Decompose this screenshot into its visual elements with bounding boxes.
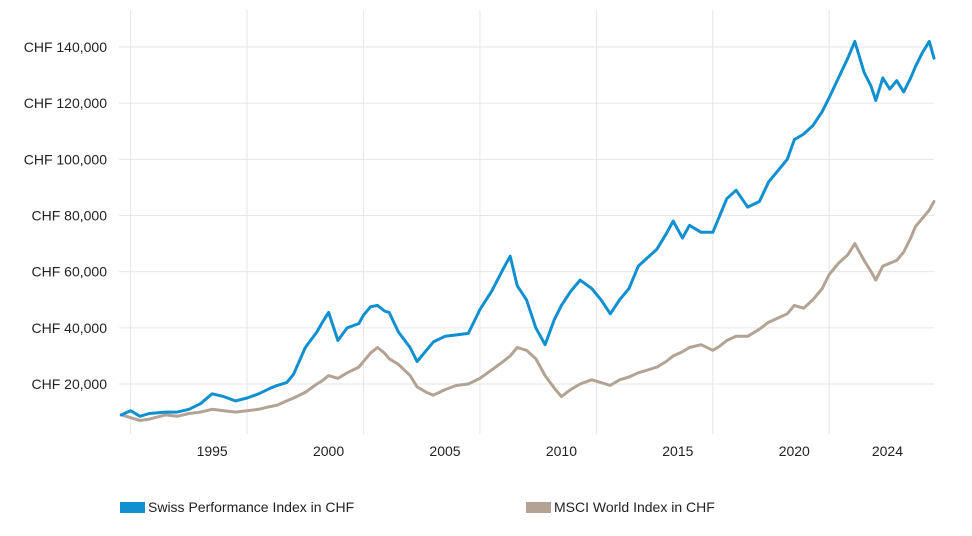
grid-lines xyxy=(119,10,934,434)
y-tick-label: CHF 60,000 xyxy=(32,264,108,280)
legend-swatch-msci-world-index xyxy=(526,501,551,513)
y-tick-label: CHF 40,000 xyxy=(32,320,108,336)
legend-label-swiss-performance-index: Swiss Performance Index in CHF xyxy=(148,499,355,515)
x-tick-label: 2000 xyxy=(313,443,344,459)
x-tick-label: 2020 xyxy=(779,443,810,459)
y-tick-label: CHF 20,000 xyxy=(32,376,108,392)
y-tick-label: CHF 140,000 xyxy=(24,39,107,55)
legend-swatch-swiss-performance-index xyxy=(120,501,145,513)
legend-item-swiss-performance-index[interactable]: Swiss Performance Index in CHF xyxy=(120,497,354,517)
x-tick-label: 2010 xyxy=(546,443,577,459)
x-tick-label: 2015 xyxy=(662,443,693,459)
series-line-msci-world-index xyxy=(119,200,936,422)
x-tick-label: 1995 xyxy=(197,443,228,459)
legend-item-msci-world-index[interactable]: MSCI World Index in CHF xyxy=(526,497,715,517)
y-tick-label: CHF 80,000 xyxy=(32,208,108,224)
y-axis-tick-labels: CHF 20,000 CHF 40,000 CHF 60,000 CHF 80,000… xyxy=(24,39,107,392)
series-lines xyxy=(119,39,936,422)
x-tick-label: 2024 xyxy=(872,443,903,459)
series-line-swiss-performance-index xyxy=(119,39,936,418)
x-tick-label: 2005 xyxy=(429,443,460,459)
x-axis-tick-labels: 1995 2000 2005 2010 2015 2020 2024 xyxy=(197,443,904,459)
y-tick-label: CHF 120,000 xyxy=(24,95,107,111)
y-tick-label: CHF 100,000 xyxy=(24,151,107,167)
legend-label-msci-world-index: MSCI World Index in CHF xyxy=(554,499,715,515)
